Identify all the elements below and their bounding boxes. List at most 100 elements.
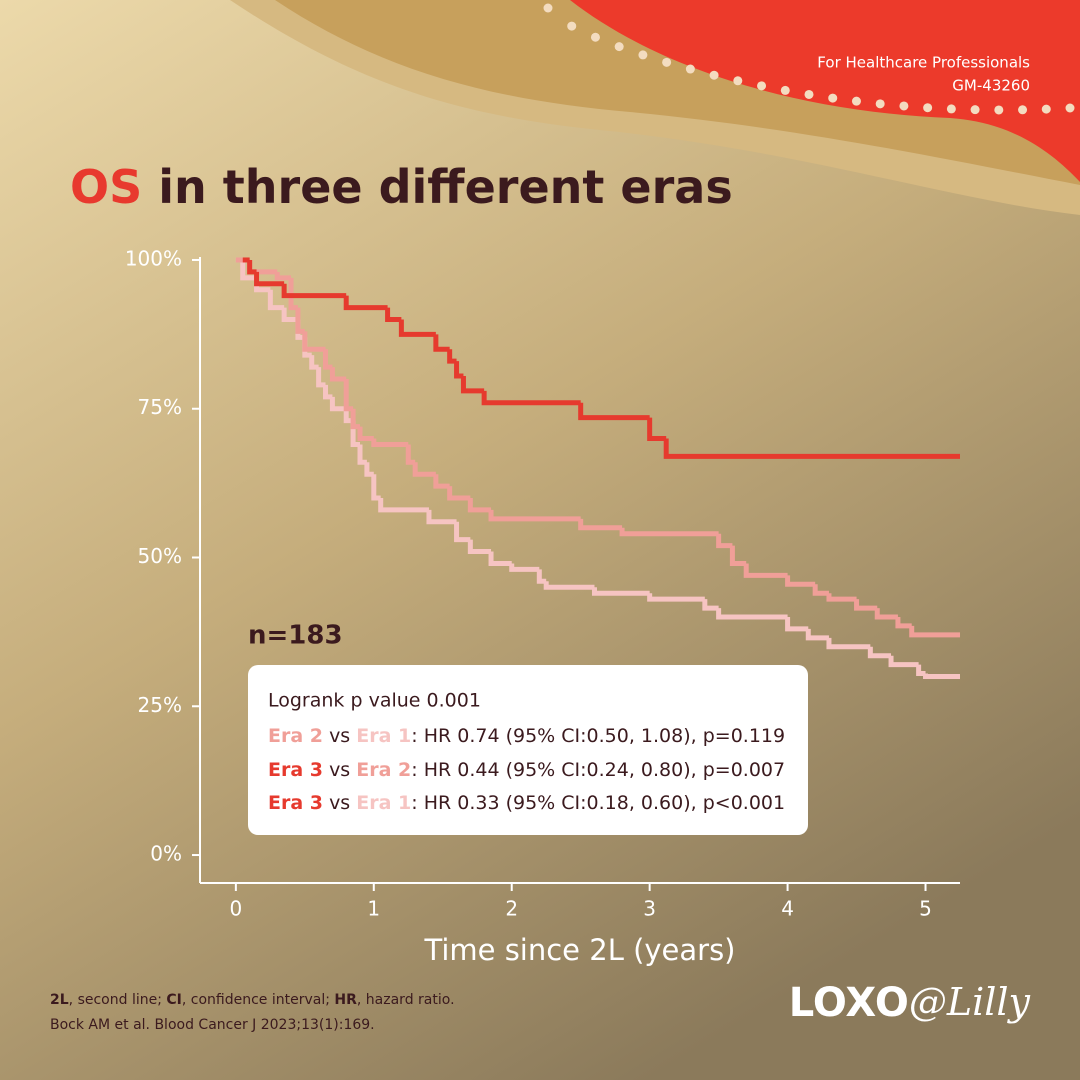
dot (1018, 105, 1028, 115)
dot (851, 96, 861, 106)
y-tick-label: 25% (138, 693, 182, 717)
km-step (274, 271, 292, 281)
annotation: n=183 (248, 621, 343, 651)
km-step (454, 361, 464, 379)
km-step (536, 569, 547, 584)
km-step (481, 390, 581, 406)
km-step (663, 438, 960, 459)
km-step (467, 539, 492, 555)
km-step (647, 593, 705, 602)
km-step (729, 545, 747, 566)
comparison: Era 3 vs Era 1: HR 0.33 (95% CI:0.18, 0.… (268, 792, 785, 814)
term: CI (166, 992, 181, 1008)
definition: , confidence interval; (182, 992, 335, 1008)
era-label: Era 3 (268, 759, 323, 781)
km-step (267, 289, 285, 311)
km-step (316, 367, 326, 388)
stats-box (248, 665, 808, 835)
dot (638, 50, 648, 60)
logo-loxo: LOXO (789, 980, 909, 1026)
km-step (254, 271, 285, 287)
footnote-abbreviations: 2L, second line; CI, confidence interval… (50, 992, 455, 1008)
km-step (426, 509, 457, 525)
dot (733, 76, 743, 86)
km-step (371, 474, 381, 501)
dot (590, 32, 600, 42)
km-step (874, 608, 898, 620)
dot (828, 93, 838, 103)
vs: vs (329, 725, 350, 747)
comparison-text: : HR 0.44 (95% CI:0.24, 0.80), p=0.007 (411, 759, 785, 781)
km-step (433, 334, 450, 352)
x-tick-label: 1 (367, 897, 380, 921)
x-tick-label: 0 (229, 897, 242, 921)
vs: vs (329, 759, 350, 781)
dot (567, 21, 577, 31)
km-step (247, 259, 257, 275)
red-band (570, 0, 1080, 182)
y-tick-label: 50% (138, 544, 182, 568)
km-step (281, 307, 298, 322)
km-step (433, 474, 450, 489)
km-step (578, 518, 623, 531)
dot (994, 105, 1004, 115)
dot (1041, 104, 1051, 114)
era-label: Era 3 (268, 792, 323, 814)
km-step (702, 599, 719, 611)
stats: Logrank p value 0.001 Era 2 vs Era 1: HR… (268, 690, 785, 814)
km-step (281, 283, 347, 299)
km-step (454, 521, 471, 543)
km-step (343, 295, 388, 311)
km-step (385, 307, 402, 322)
logo-lilly: @Lilly (909, 980, 1031, 1024)
dot (662, 57, 672, 67)
km-step (591, 587, 650, 596)
vs: vs (329, 792, 350, 814)
era-label: Era 1 (356, 725, 411, 747)
term: 2L (50, 992, 69, 1008)
km-step (488, 551, 512, 566)
audience: For Healthcare Professionals (817, 54, 1030, 72)
y-tick-label: 100% (125, 246, 182, 270)
km-step (412, 462, 436, 477)
km-step (323, 384, 333, 400)
km-step (743, 563, 788, 578)
comparison-text: : HR 0.74 (95% CI:0.50, 1.08), p=0.119 (411, 725, 785, 747)
term: HR (334, 992, 357, 1008)
dot (899, 101, 909, 111)
footnote-reference: Bock AM et al. Blood Cancer J 2023;13(1)… (50, 1017, 375, 1033)
km-step (895, 617, 912, 629)
km-step (295, 307, 305, 334)
km-step (488, 509, 581, 522)
km-step (805, 628, 829, 641)
dot (946, 104, 956, 114)
x-axis-label: Time since 2L (years) (424, 933, 736, 967)
dot (685, 64, 695, 74)
km-step (826, 593, 857, 602)
km-step (888, 655, 919, 668)
dot (1065, 103, 1075, 113)
comparison-text: : HR 0.33 (95% CI:0.18, 0.60), p<0.001 (411, 792, 785, 814)
km-step (240, 259, 257, 281)
km-step (371, 438, 409, 447)
km-step (398, 319, 436, 337)
dot (804, 89, 814, 99)
x-tick-label: 3 (643, 897, 656, 921)
km-step (909, 625, 960, 638)
dot (709, 70, 719, 80)
km-step (716, 533, 733, 549)
y-tick-label: 0% (150, 842, 182, 866)
km-step (867, 646, 892, 659)
era-label: Era 2 (356, 759, 411, 781)
era-label: Era 1 (356, 792, 411, 814)
definition: , hazard ratio. (357, 992, 455, 1008)
job-code: GM-43260 (952, 77, 1030, 95)
logo: LOXO@Lilly (789, 980, 1031, 1027)
km-step (357, 426, 374, 441)
comparison: Era 2 vs Era 1: HR 0.74 (95% CI:0.50, 1.… (268, 725, 785, 747)
comparison: Era 3 vs Era 2: HR 0.44 (95% CI:0.24, 0.… (268, 759, 785, 781)
y-tick-label: 75% (138, 395, 182, 419)
dot (875, 99, 885, 109)
km-step (647, 417, 667, 441)
